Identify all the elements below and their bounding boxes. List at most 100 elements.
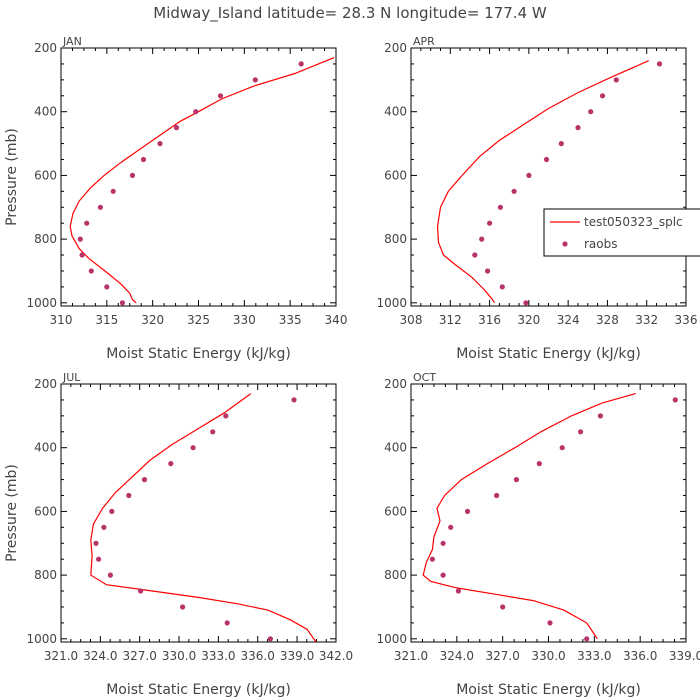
x-tick-label: 320: [141, 313, 164, 327]
x-tick-label: 315: [95, 313, 118, 327]
x-tick-label: 340: [325, 313, 348, 327]
raob-point: [472, 252, 478, 258]
raob-point: [79, 252, 85, 258]
x-tick-label: 308: [400, 313, 423, 327]
raob-point: [88, 268, 94, 274]
x-tick-label: 330: [233, 313, 256, 327]
raob-point: [497, 204, 503, 210]
panel-label: OCT: [413, 371, 436, 384]
raob-point: [223, 413, 229, 419]
panel-jan: JAN 310 315 320 325 330 335 340 200 400 600 800 1000…: [4, 35, 347, 362]
panel-label: APR: [413, 35, 435, 48]
x-tick-label: 327.0: [485, 649, 519, 663]
raob-point: [584, 636, 590, 642]
x-tick-label: 333.0: [201, 649, 235, 663]
y-tick-label: 400: [384, 105, 407, 119]
panel-label: JAN: [62, 35, 82, 48]
raob-point: [140, 156, 147, 163]
raob-point: [536, 461, 542, 467]
raob-point: [597, 413, 604, 419]
x-axis-label: Moist Static Energy (kJ/kg): [456, 682, 641, 698]
legend-line-label: test050323_splc: [584, 215, 683, 229]
y-tick-label: 1000: [26, 632, 57, 646]
x-tick-label: 327.0: [123, 649, 157, 663]
raob-point: [575, 125, 581, 131]
raob-point: [84, 220, 90, 226]
raob-point: [217, 93, 224, 99]
y-tick-label: 800: [384, 232, 407, 246]
raob-point: [523, 300, 529, 306]
x-tick-label: 339.0: [669, 649, 700, 663]
legend-point-swatch: [562, 241, 568, 247]
raob-point: [104, 284, 110, 290]
raob-point: [180, 604, 186, 610]
model-profile-line: [422, 393, 636, 640]
panel-apr: APR 308 312 316 320 324 328 332 336 200 400 600 800 1…: [376, 35, 697, 362]
x-tick-label: 342.0: [319, 649, 353, 663]
raob-point: [101, 524, 107, 530]
raob-point: [141, 477, 148, 483]
raob-point: [224, 620, 230, 626]
raob-point: [267, 636, 273, 642]
raob-point: [440, 572, 446, 578]
raob-point: [547, 620, 553, 626]
raob-point: [479, 236, 485, 242]
figure-title: Midway_Island latitude= 28.3 N longitude…: [153, 4, 547, 23]
x-tick-label: 324: [557, 313, 580, 327]
raob-point: [190, 445, 196, 451]
raob-point: [656, 61, 663, 67]
raob-point: [588, 109, 594, 115]
x-tick-label: 320: [517, 313, 540, 327]
x-tick-label: 335: [279, 313, 302, 327]
y-tick-label: 200: [384, 41, 407, 55]
x-tick-label: 328: [596, 313, 619, 327]
y-tick-label: 1000: [26, 296, 57, 310]
y-tick-label: 600: [384, 168, 407, 182]
model-profile-line: [90, 393, 317, 643]
x-tick-label: 330.0: [162, 649, 196, 663]
raob-point: [119, 300, 125, 306]
x-axis-label: Moist Static Energy (kJ/kg): [456, 346, 641, 362]
x-tick-label: 310: [50, 313, 73, 327]
raob-point: [672, 397, 678, 403]
raob-point: [448, 524, 454, 530]
raob-point: [487, 220, 493, 226]
y-tick-label: 1000: [376, 296, 407, 310]
raob-point: [526, 172, 532, 178]
raob-point: [77, 236, 83, 242]
raob-point: [157, 141, 163, 147]
raob-point: [138, 588, 144, 594]
raob-point: [494, 492, 500, 499]
x-tick-label: 324.0: [83, 649, 117, 663]
raob-point: [93, 540, 99, 546]
x-tick-label: 336.0: [623, 649, 657, 663]
raob-point: [109, 508, 115, 514]
raob-point: [129, 172, 136, 178]
plot-frame: [410, 383, 687, 643]
panel-label: JUL: [62, 371, 81, 384]
raob-point: [298, 61, 304, 67]
x-axis-label: Moist Static Energy (kJ/kg): [106, 682, 291, 698]
y-tick-label: 400: [34, 105, 57, 119]
x-tick-label: 325: [187, 313, 210, 327]
raob-point: [429, 556, 435, 562]
y-tick-label: 600: [34, 168, 57, 182]
raob-point: [464, 508, 471, 514]
x-tick-label: 333.0: [577, 649, 611, 663]
y-axis-label: Pressure (mb): [4, 128, 20, 226]
raob-point: [543, 156, 550, 163]
raob-point: [252, 77, 258, 83]
raob-point: [96, 556, 102, 562]
y-tick-label: 1000: [376, 632, 407, 646]
x-tick-label: 312: [439, 313, 462, 327]
y-axis-label: Pressure (mb): [4, 464, 20, 562]
plot-frame: [410, 47, 687, 307]
y-tick-label: 800: [34, 568, 57, 582]
legend-box: [543, 208, 700, 257]
model-profile-line: [436, 60, 649, 304]
x-tick-label: 324.0: [440, 649, 474, 663]
y-tick-label: 800: [384, 568, 407, 582]
raob-point: [168, 461, 174, 467]
raob-point: [173, 125, 180, 131]
